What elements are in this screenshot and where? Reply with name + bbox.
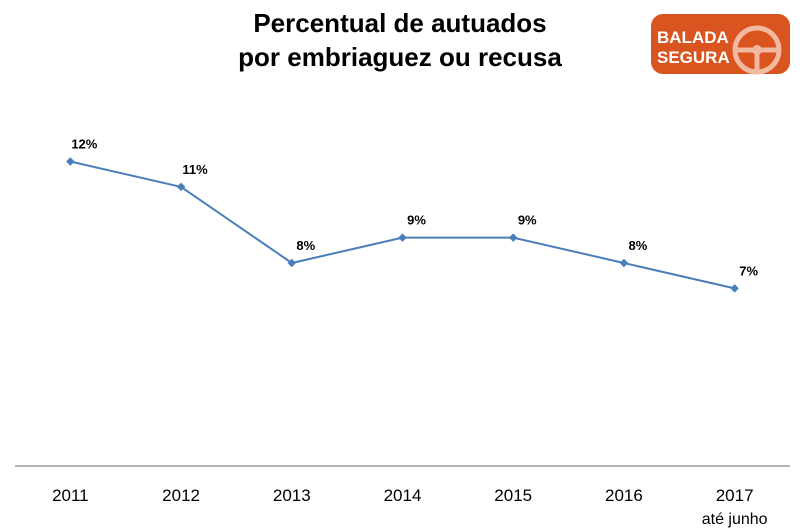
steering-wheel-icon <box>732 25 782 75</box>
chart-title-line-2: por embriaguez ou recusa <box>238 42 562 72</box>
data-point-2011 <box>66 157 75 166</box>
data-label-2017: 7% <box>739 263 758 278</box>
data-label-2012: 11% <box>182 162 208 177</box>
x-tick-label-2012: 2012 <box>162 486 200 505</box>
data-label-2014: 9% <box>407 213 426 228</box>
data-point-2012 <box>176 182 186 192</box>
logo-text-line-1: BALADA <box>657 28 729 47</box>
x-tick-label-2016: 2016 <box>605 486 643 505</box>
data-label-2013: 8% <box>296 238 315 253</box>
data-point-2015 <box>508 233 518 242</box>
logo-text-line-2: SEGURA <box>657 48 730 67</box>
x-tick-label-2013: 2013 <box>273 486 311 505</box>
data-point-2014 <box>398 233 407 242</box>
data-label-2015: 9% <box>518 213 537 228</box>
x-tick-label-2017: 2017 <box>716 486 754 505</box>
x-tick-label-2011: 2011 <box>52 486 89 505</box>
chart-title-line-1: Percentual de autuados <box>253 8 547 38</box>
x-tick-label-2014: 2014 <box>384 486 422 505</box>
data-label-2011: 12% <box>71 137 97 152</box>
series-line <box>70 160 735 290</box>
x-tick-sublabel-2017: até junho <box>702 511 768 528</box>
data-label-2016: 8% <box>629 238 648 253</box>
data-point-2013 <box>287 258 297 268</box>
chart-title: Percentual de autuados por embriaguez ou… <box>180 6 620 74</box>
data-point-2016 <box>619 258 629 268</box>
x-tick-label-2015: 2015 <box>494 486 532 505</box>
data-point-2017 <box>730 284 739 293</box>
